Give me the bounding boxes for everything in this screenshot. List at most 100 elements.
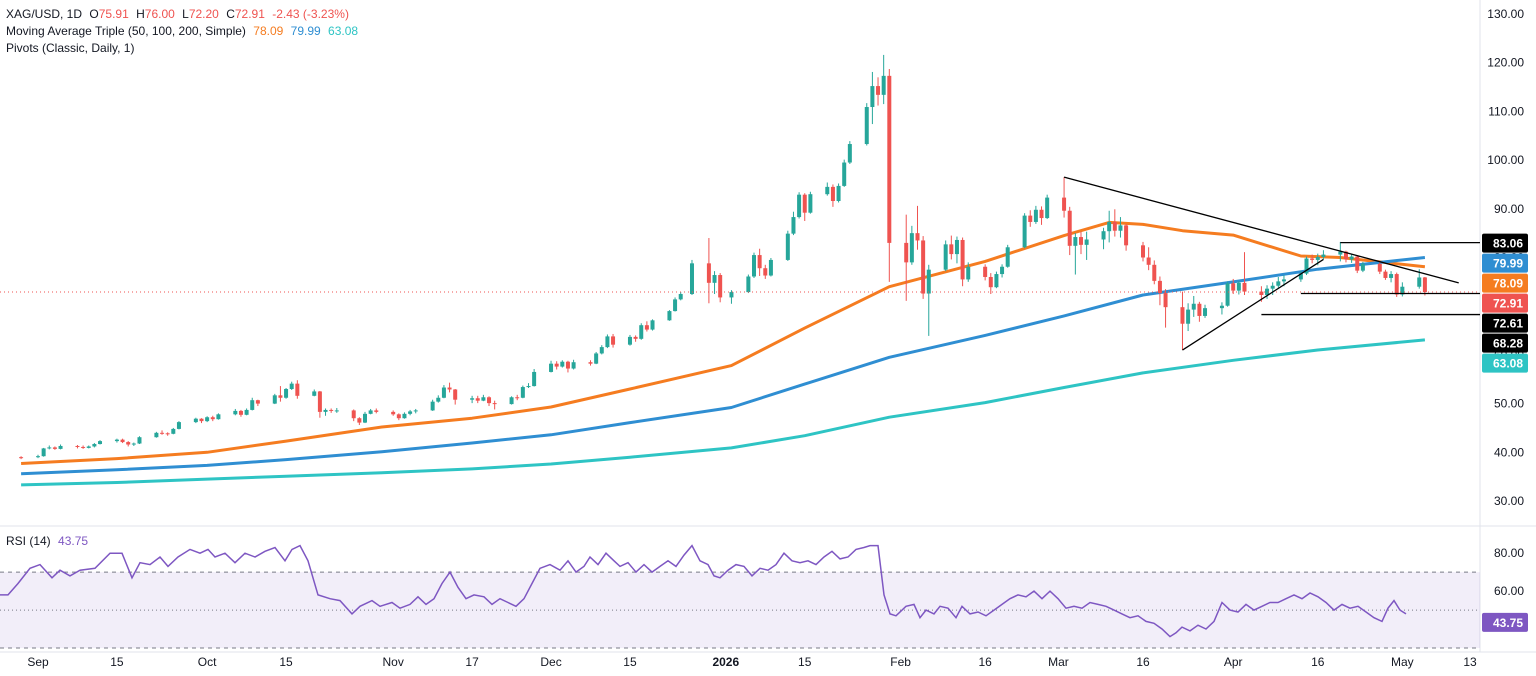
candle-body [1062,197,1067,211]
candle-body [216,414,221,420]
candle-body [436,397,441,402]
candle-body [830,186,835,202]
moving-averages [21,220,1426,487]
candle-body [588,362,593,364]
price-tick-label: 40.00 [1494,445,1524,459]
candle-body [81,446,86,448]
candle-body [278,395,283,398]
candle-body [402,413,407,419]
candle-body [825,186,830,195]
candle-body [284,388,289,398]
candle-body [763,268,768,276]
rsi-legend[interactable]: RSI (14) 43.75 [6,534,88,548]
candle-body [492,403,497,405]
time-tick-label: 16 [1311,655,1325,669]
ohlc-open: O75.91 [89,7,128,21]
candle-body [447,387,452,390]
time-tick-label: Apr [1224,655,1243,669]
candle-body [797,194,802,218]
candle-body [768,259,773,276]
ma-label: Moving Average Triple (50, 100, 200, Sim… [6,24,246,38]
price-label-box [1482,353,1528,373]
candle-body [706,263,711,283]
ma-line-200 [21,338,1426,487]
candle-body [1078,237,1083,245]
candle-body [334,410,339,412]
candle-body [351,410,356,419]
price-label-box [1482,273,1528,293]
candle-body [718,275,723,298]
candle-body [650,320,655,330]
candle-body [1281,279,1286,282]
time-tick-label: 16 [978,655,992,669]
candle-body [954,239,959,255]
candle-body [1039,209,1044,219]
legend-pivots-row[interactable]: Pivots (Classic, Daily, 1) [6,40,362,57]
candle-body [1191,303,1196,310]
candle-body [757,255,762,269]
candle-body [633,336,638,339]
rsi-axis[interactable]: 80.00 60.00 43.75 [1482,546,1528,632]
candle-body [1310,258,1315,260]
candle-body [250,400,255,410]
pivot-lines [1261,241,1480,316]
candle-body [1033,209,1038,222]
candle-body [966,266,971,280]
price-label-text: 63.08 [1493,357,1523,371]
candle-body [921,240,926,294]
price-labels: 83.06 79.99 78.09 72.91 72.61 68.28 63.08 [1482,233,1528,373]
candle-body [487,397,492,404]
candle-body [1219,305,1224,309]
candle-body [870,86,875,108]
price-tick-label: 130.00 [1487,7,1524,21]
candle-body [960,239,965,280]
price-label-text: 79.99 [1493,257,1523,271]
candle-body [1389,274,1394,278]
time-axis[interactable]: Sep 15 Oct 15 Nov 17 Dec 15 2026 15 Feb 16 Mar 16 Apr 1… [27,655,1477,669]
trendline [1182,258,1324,351]
candle-body [441,387,446,398]
candle-body [1203,308,1208,316]
candle-body [949,244,954,255]
time-tick-label: Dec [540,655,561,669]
rsi-tick-label: 60.00 [1494,584,1524,598]
candle-body [312,391,317,396]
candle-body [1107,221,1112,232]
candle-body [1067,210,1072,246]
rsi-tick-label: 80.00 [1494,546,1524,560]
candle-body [47,447,52,449]
candle-body [1028,215,1033,222]
price-label-text: 72.61 [1493,317,1523,331]
candle-body [904,242,909,263]
candle-body [289,383,294,389]
ma100-value: 79.99 [290,24,321,38]
price-label-text: 72.91 [1493,297,1523,311]
ohlc-close: C72.91 [226,7,265,21]
candle-body [1186,309,1191,324]
legend-ohlc-row: XAG/USD, 1D O75.91 H76.00 L72.20 C72.91 … [6,6,362,23]
candle-body [678,294,683,300]
candle-body [1377,263,1382,272]
price-label-text: 68.28 [1493,337,1523,351]
ohlc-high-key: H [136,7,145,21]
candle-body [791,217,796,234]
candle-body [729,292,734,298]
candle-body [1231,283,1236,291]
time-tick-label: 15 [798,655,812,669]
rsi-polyline [0,544,1407,638]
candle-body [396,414,401,419]
ohlc-high-value: 76.00 [144,7,175,21]
ma200-value: 63.08 [328,24,359,38]
candle-body [1304,258,1309,274]
candle-body [1084,239,1089,245]
symbol-label[interactable]: XAG/USD, 1D [6,7,83,21]
trendlines [1063,176,1459,351]
ohlc-high: H76.00 [136,7,175,21]
price-label-box [1482,293,1528,313]
candle-body [1112,221,1117,231]
candle-body [532,371,537,387]
legend-ma-row[interactable]: Moving Average Triple (50, 100, 200, Sim… [6,23,362,40]
candle-body [1118,225,1123,231]
candle-body [549,363,554,372]
